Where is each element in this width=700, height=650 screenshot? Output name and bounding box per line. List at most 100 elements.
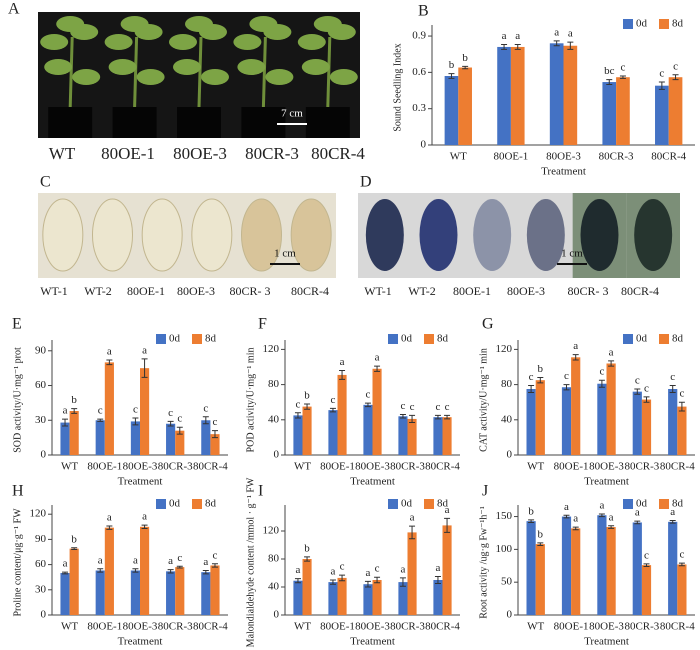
photo-label: 80OE-1 [127, 284, 165, 298]
error-bar [409, 525, 416, 540]
error-bar [374, 365, 381, 372]
significance-letter: c [529, 371, 534, 383]
bar [561, 516, 572, 615]
bar [535, 380, 545, 455]
error-bar [294, 578, 301, 584]
panel-letter: F [258, 316, 267, 333]
error-bar [572, 526, 579, 531]
leaf [249, 16, 278, 32]
significance-letter: a [142, 511, 147, 523]
bar [597, 515, 607, 615]
stem [326, 36, 332, 108]
error-bar [409, 414, 416, 423]
x-tick-label: 80OE-1 [87, 621, 122, 633]
error-bar [211, 563, 218, 568]
error-bar [658, 81, 665, 90]
significance-letter: a [635, 507, 640, 519]
y-tick-label: 60 [35, 558, 47, 570]
legend-label: 8d [437, 498, 449, 510]
bar [458, 67, 472, 145]
significance-letter: c [673, 60, 678, 72]
bar [632, 391, 642, 455]
bar [433, 417, 443, 455]
significance-letter: c [679, 388, 684, 400]
x-tick-label: 80OE-1 [554, 461, 589, 473]
significance-letter: c [98, 405, 103, 417]
error-bar [304, 556, 311, 562]
significance-letter: a [436, 562, 441, 574]
error-bar [501, 44, 508, 50]
bar [510, 46, 525, 145]
leaf [72, 69, 101, 85]
significance-letter: c [340, 561, 345, 573]
y-tick-label: 40 [501, 413, 513, 425]
legend-swatch [156, 499, 166, 509]
significance-letter: c [203, 402, 208, 414]
stem [197, 36, 203, 108]
bar [363, 584, 373, 615]
error-bar [669, 520, 676, 524]
legend-swatch [623, 334, 633, 344]
error-bar [608, 360, 615, 367]
error-bar [672, 74, 679, 81]
significance-letter: a [63, 405, 68, 417]
x-axis-label: Treatment [584, 636, 629, 648]
error-bar [598, 379, 605, 388]
bar [444, 76, 459, 145]
bar [398, 582, 408, 615]
y-tick-label: 0.3 [412, 102, 426, 114]
significance-letter: c [213, 416, 218, 428]
significance-letter: a [554, 26, 559, 38]
significance-letter: a [609, 346, 614, 358]
significance-letter: c [620, 62, 625, 74]
panel-letter: H [12, 483, 24, 500]
bar [337, 374, 347, 455]
significance-letter: a [296, 564, 301, 576]
bar [140, 526, 150, 615]
stem [133, 36, 139, 108]
significance-letter: c [599, 366, 604, 378]
y-tick-label: 30 [35, 583, 47, 595]
significance-letter: a [401, 563, 406, 575]
significance-letter: a [564, 501, 569, 513]
bar [328, 582, 338, 615]
photo-label: WT-2 [408, 284, 436, 298]
significance-letter: a [331, 566, 336, 578]
x-tick-label: 80OE-3 [355, 461, 390, 473]
photo-label: WT-2 [84, 284, 112, 298]
significance-letter: a [599, 499, 604, 511]
y-tick-label: 50 [501, 576, 513, 588]
y-tick-label: 0 [507, 449, 513, 461]
bar [561, 387, 572, 455]
error-bar [634, 520, 641, 525]
significance-letter: bc [604, 65, 615, 77]
photo-label: 80OE-1 [453, 284, 491, 298]
y-axis-label: Proline content/μg·g⁻¹ FW [12, 508, 23, 617]
significance-letter: c [644, 382, 649, 394]
significance-letter: c [445, 401, 450, 413]
significance-letter: c [635, 375, 640, 387]
legend-swatch [388, 499, 398, 509]
error-bar [553, 40, 560, 47]
error-bar [537, 377, 544, 384]
y-tick-label: 30 [35, 414, 47, 426]
leaf [526, 199, 565, 271]
bar [130, 421, 140, 455]
legend-swatch [156, 334, 166, 344]
y-axis-label: CAT activity/U·mg⁻¹ min [478, 348, 489, 452]
significance-letter: a [203, 556, 208, 568]
leaf [201, 69, 229, 85]
bar [175, 567, 185, 615]
photo-label: 80CR-4 [621, 284, 659, 298]
y-tick-label: 150 [496, 510, 513, 522]
x-tick-label: 80OE-3 [355, 621, 390, 633]
x-tick-label: 80CR-4 [193, 621, 228, 633]
error-bar [528, 384, 535, 394]
photo-label: 80CR- 3 [567, 284, 608, 298]
error-bar [669, 384, 676, 394]
error-bar [462, 65, 469, 70]
legend-label: 0d [169, 333, 181, 345]
pot [241, 107, 286, 138]
bar [130, 570, 140, 615]
significance-letter: c [331, 394, 336, 406]
